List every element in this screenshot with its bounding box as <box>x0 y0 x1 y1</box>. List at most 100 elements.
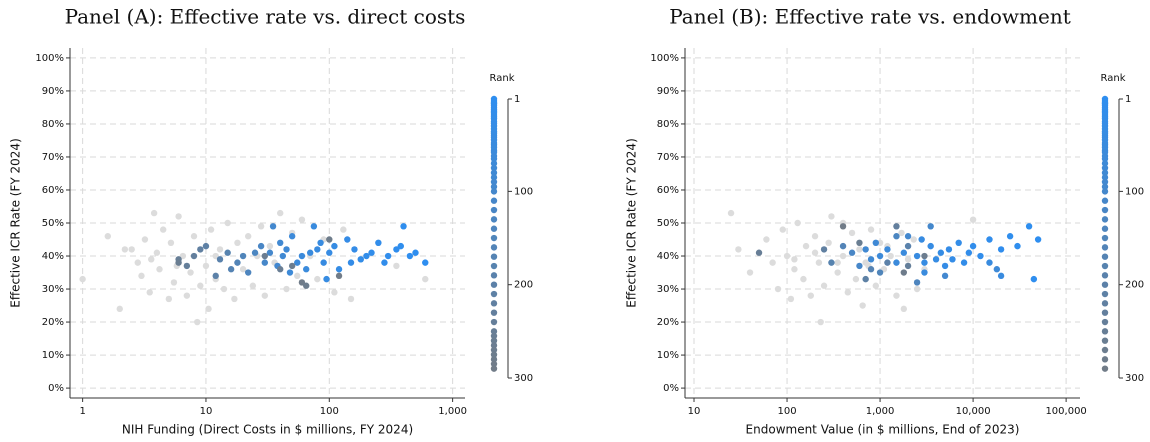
colorbar-dot <box>490 178 498 186</box>
colorbar-title: Rank <box>490 73 515 84</box>
x-tick-label: 1 <box>79 406 85 417</box>
x-tick-label: 100,000 <box>1045 406 1086 417</box>
point <box>190 233 198 240</box>
point <box>862 246 869 253</box>
point <box>893 233 900 240</box>
point <box>862 275 869 283</box>
point <box>900 305 908 313</box>
point <box>960 259 968 266</box>
point <box>344 236 351 243</box>
y-tick-label: 90% <box>657 86 679 97</box>
point <box>986 236 993 243</box>
point <box>266 249 274 256</box>
colorbar-tick-label: 300 <box>1125 373 1144 384</box>
point <box>769 259 776 266</box>
point <box>183 262 191 270</box>
point <box>856 246 863 253</box>
colorbar-dot <box>490 155 498 162</box>
point <box>927 242 934 250</box>
colorbar-tick-label: 200 <box>514 280 533 291</box>
point <box>817 318 824 326</box>
point <box>969 216 977 223</box>
point <box>800 275 807 283</box>
colorbar-dot <box>490 169 498 176</box>
y-tick-label: 90% <box>42 86 64 97</box>
point <box>945 246 953 253</box>
colorbar-tick-label: 1 <box>514 94 520 105</box>
y-tick-label: 40% <box>42 251 64 262</box>
point <box>150 209 158 217</box>
point <box>156 266 163 273</box>
colorbar-tick-label: 1 <box>1125 94 1131 105</box>
colorbar-dot <box>1101 197 1109 204</box>
colorbar-dot <box>490 206 498 214</box>
point <box>422 259 429 266</box>
colorbar-dot <box>1101 318 1109 326</box>
point <box>848 249 856 256</box>
point <box>216 256 224 263</box>
point <box>904 256 912 263</box>
y-tick-label: 60% <box>657 185 679 196</box>
colorbar-dot <box>1101 300 1109 307</box>
colorbar-tick-label: 200 <box>1125 280 1144 291</box>
point <box>397 242 404 250</box>
point <box>116 305 123 313</box>
point <box>794 219 801 227</box>
point <box>763 236 770 243</box>
point <box>261 259 269 266</box>
point <box>279 252 287 260</box>
colorbar-dot <box>1101 290 1109 298</box>
point <box>224 219 231 227</box>
point <box>197 282 204 289</box>
panel: Panel (A): Effective rate vs. direct cos… <box>9 5 534 437</box>
point <box>921 259 928 266</box>
point <box>134 259 141 266</box>
point <box>306 249 314 256</box>
point <box>326 249 333 256</box>
point <box>277 209 284 217</box>
point <box>159 226 167 233</box>
x-axis-label: NIH Funding (Direct Costs in $ millions,… <box>122 423 413 437</box>
point <box>807 292 814 299</box>
colorbar-dot <box>1101 216 1109 223</box>
point <box>277 239 284 247</box>
point <box>393 262 400 270</box>
colorbar-dot <box>1101 281 1109 288</box>
point <box>927 223 934 230</box>
point <box>856 239 863 247</box>
point <box>859 302 866 309</box>
point <box>932 256 940 263</box>
point <box>774 285 782 293</box>
colorbar-dot <box>1101 169 1109 176</box>
point <box>834 259 841 266</box>
point <box>913 252 921 260</box>
point <box>856 262 863 270</box>
colorbar-dot <box>1101 234 1109 242</box>
point <box>921 269 928 276</box>
point <box>283 246 290 253</box>
point <box>977 252 984 260</box>
x-tick-label: 100 <box>320 406 339 417</box>
point <box>422 275 429 283</box>
point <box>1014 242 1021 250</box>
colorbar-dot <box>490 197 498 204</box>
colorbar-dot <box>1101 272 1109 279</box>
colorbar-dot <box>490 351 498 358</box>
point <box>825 239 832 247</box>
point <box>261 252 269 260</box>
y-axis-label: Effective ICR Rate (FY 2024) <box>9 138 23 308</box>
point <box>202 242 210 250</box>
point <box>323 275 330 283</box>
colorbar-dot <box>490 328 498 335</box>
colorbar-dot <box>1101 225 1109 232</box>
point <box>937 249 945 256</box>
point <box>310 223 318 230</box>
point <box>347 295 355 303</box>
colorbar-dot <box>490 216 498 223</box>
point <box>815 259 823 266</box>
colorbar-dot <box>1101 183 1109 190</box>
point <box>872 239 880 247</box>
point <box>802 242 810 250</box>
point <box>848 229 856 237</box>
x-tick-label: 10 <box>688 406 701 417</box>
